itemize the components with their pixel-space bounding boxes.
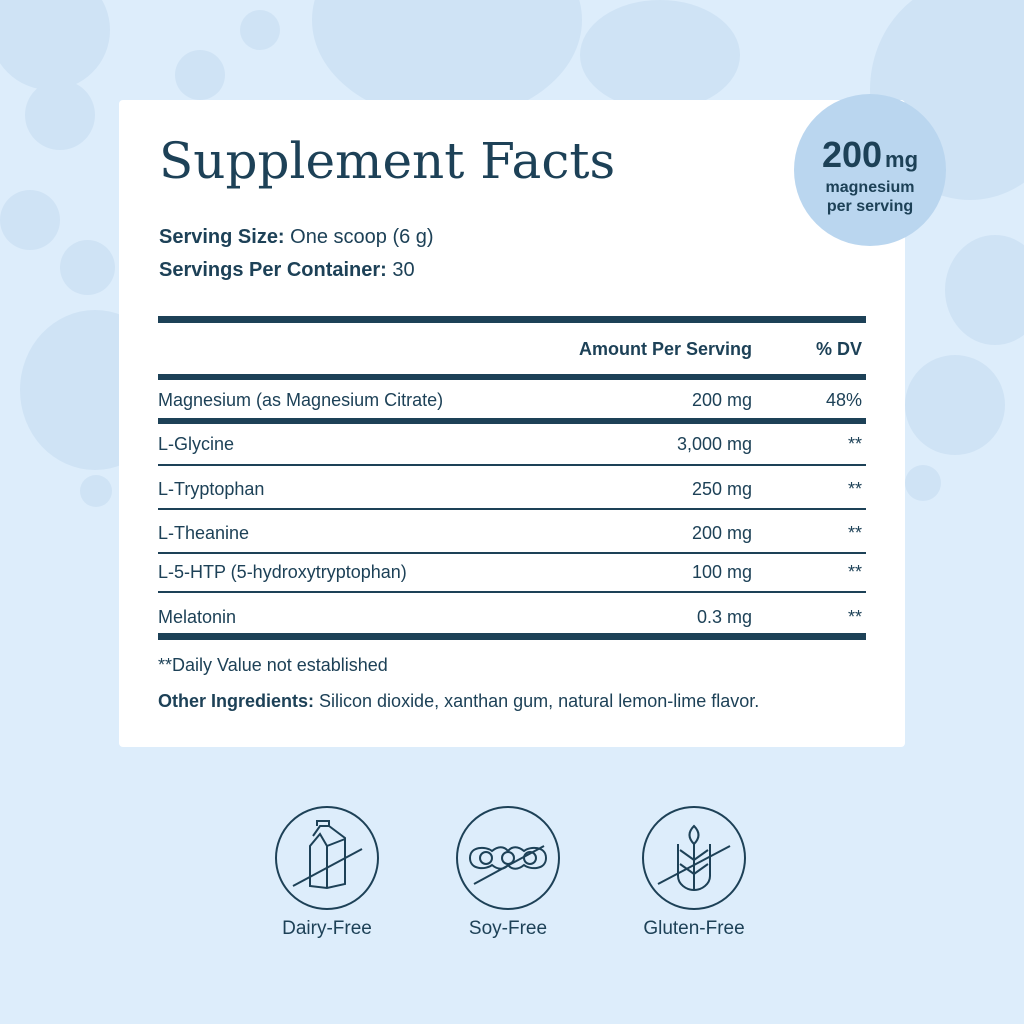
ingredient-amount: 0.3 mg xyxy=(696,607,752,627)
ingredient-name: L-Theanine xyxy=(158,523,250,543)
table-row: L-Theanine 200 mg ** xyxy=(158,523,866,547)
table-row: L-Glycine 3,000 mg ** xyxy=(158,434,866,458)
ingredient-dv: ** xyxy=(847,562,862,582)
ingredient-dv: 48% xyxy=(825,390,862,410)
servings-label: Servings Per Container: xyxy=(159,259,387,281)
other-ingredients-label: Other Ingredients: xyxy=(158,691,315,711)
serving-size: Serving Size: One scoop (6 g) xyxy=(159,226,434,249)
servings-per-container: Servings Per Container: 30 xyxy=(159,259,415,282)
divider xyxy=(158,508,866,510)
ingredient-name: L-5-HTP (5-hydroxytryptophan) xyxy=(158,562,407,582)
ingredient-amount: 250 mg xyxy=(691,479,752,499)
footnote: **Daily Value not established xyxy=(158,655,388,675)
table-row: Magnesium (as Magnesium Citrate) 200 mg 48… xyxy=(158,390,866,414)
badge-line2: per serving xyxy=(826,198,914,215)
ingredient-name: L-Glycine xyxy=(158,434,235,454)
ingredient-amount: 3,000 mg xyxy=(676,434,752,454)
servings-value: 30 xyxy=(386,259,415,281)
gluten-free-label: Gluten-Free xyxy=(643,918,745,939)
divider xyxy=(158,464,866,466)
badge-unit: mg xyxy=(885,147,919,172)
wheat-icon xyxy=(642,806,746,910)
ingredient-name: Melatonin xyxy=(158,607,237,627)
soybean-icon xyxy=(456,806,560,910)
facts-title: Supplement Facts xyxy=(159,132,616,190)
ingredient-amount: 100 mg xyxy=(691,562,752,582)
ingredient-name: Magnesium (as Magnesium Citrate) xyxy=(158,390,444,410)
divider-thick xyxy=(158,374,866,380)
serving-size-label: Serving Size: xyxy=(159,226,285,248)
divider-thick xyxy=(158,418,866,424)
divider xyxy=(158,552,866,554)
table-row: L-Tryptophan 250 mg ** xyxy=(158,479,866,503)
serving-size-value: One scoop (6 g) xyxy=(284,226,434,248)
other-ingredients: Other Ingredients: Silicon dioxide, xant… xyxy=(158,691,759,712)
badge-line1: magnesium xyxy=(825,179,915,196)
badge-amount: 200 mg xyxy=(794,134,946,176)
ingredient-amount: 200 mg xyxy=(691,523,752,543)
ingredient-dv: ** xyxy=(847,479,862,499)
ingredient-amount: 200 mg xyxy=(691,390,752,410)
badge-value: 200 xyxy=(821,134,883,175)
soy-free-label: Soy-Free xyxy=(468,918,548,939)
supplement-facts-panel: Supplement Facts Serving Size: One scoop… xyxy=(119,100,905,747)
badge-caption: magnesium per serving xyxy=(794,178,946,216)
header-amount: Amount Per Serving xyxy=(578,339,752,359)
divider-thick xyxy=(158,633,866,640)
table-header: Amount Per Serving % DV xyxy=(158,339,866,363)
table-row: L-5-HTP (5-hydroxytryptophan) 100 mg ** xyxy=(158,562,866,586)
header-dv: % DV xyxy=(815,339,862,359)
ingredient-name: L-Tryptophan xyxy=(158,479,265,499)
divider-thick xyxy=(158,316,866,323)
other-ingredients-value: Silicon dioxide, xanthan gum, natural le… xyxy=(314,691,760,711)
magnesium-badge: 200 mg magnesium per serving xyxy=(794,94,946,246)
divider xyxy=(158,591,866,593)
ingredient-dv: ** xyxy=(847,607,862,627)
ingredient-dv: ** xyxy=(847,434,862,454)
dairy-free-label: Dairy-Free xyxy=(282,918,372,939)
milk-carton-icon xyxy=(275,806,379,910)
table-row: Melatonin 0.3 mg ** xyxy=(158,607,866,631)
ingredient-dv: ** xyxy=(847,523,862,543)
